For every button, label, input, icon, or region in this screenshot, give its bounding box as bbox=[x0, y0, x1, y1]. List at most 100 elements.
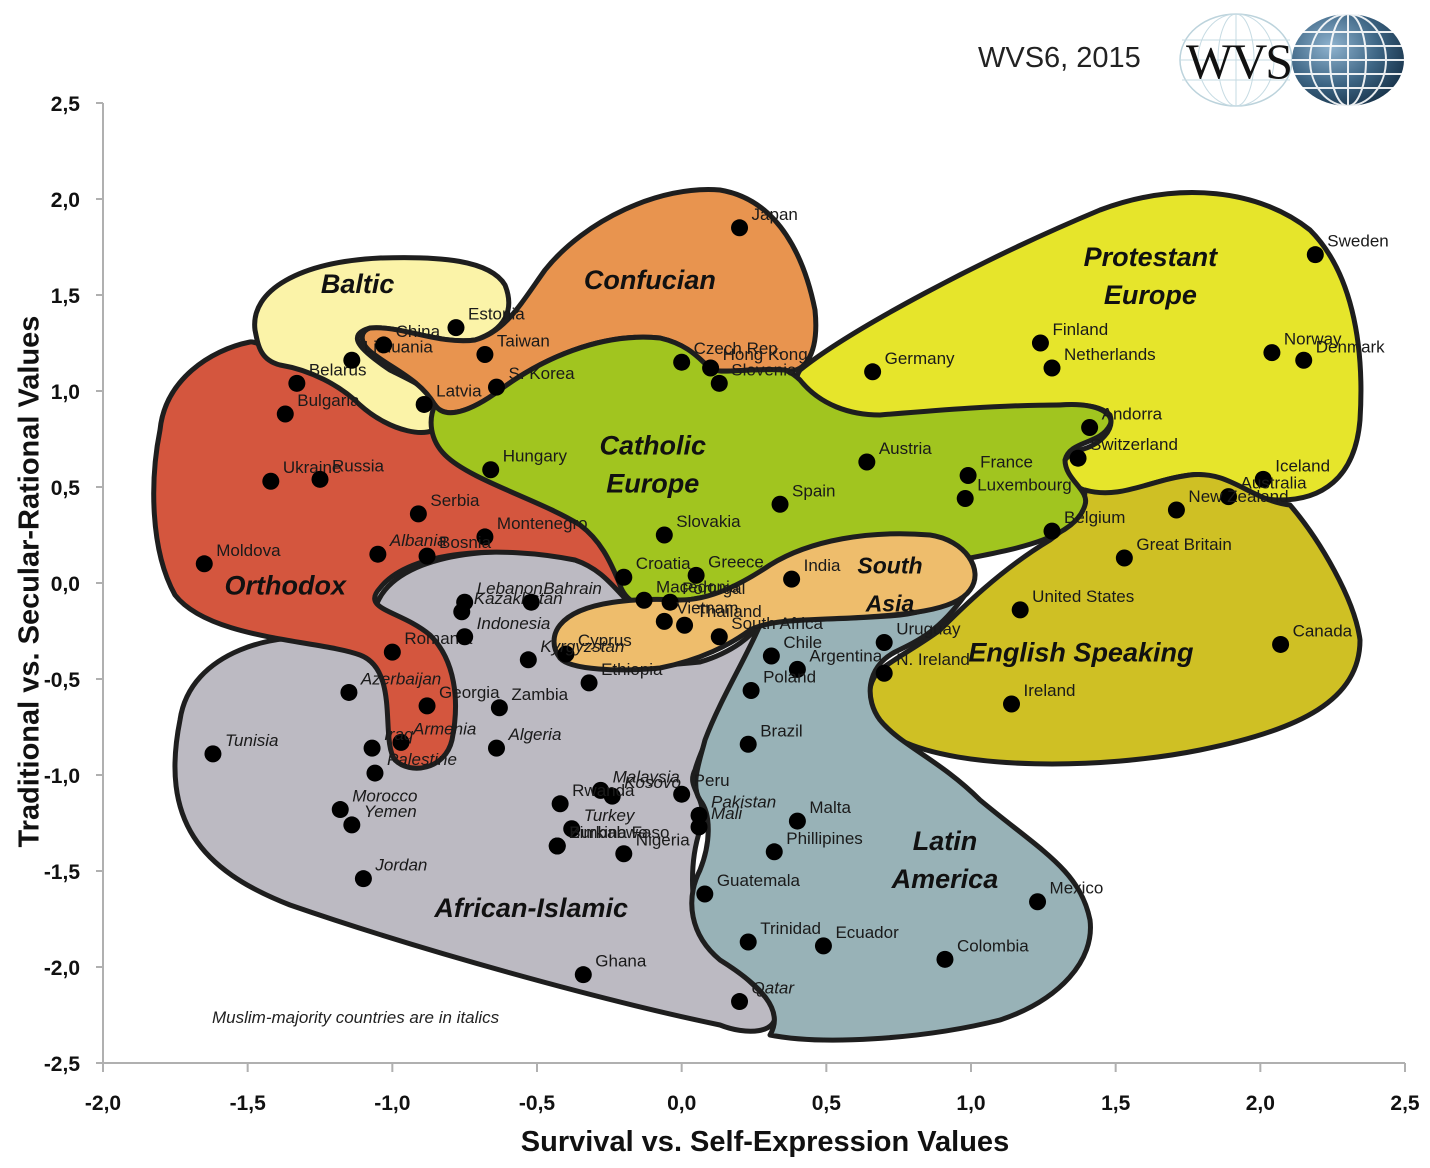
country-label: Spain bbox=[792, 481, 835, 500]
country-label: Jordan bbox=[374, 856, 427, 875]
data-points: BelarusBulgariaUkraineRussiaSerbiaMonten… bbox=[195, 205, 1389, 1011]
data-point bbox=[710, 628, 728, 646]
data-point bbox=[262, 472, 280, 490]
data-point bbox=[956, 490, 974, 508]
data-point bbox=[731, 219, 749, 237]
data-point bbox=[476, 346, 494, 364]
region-label: Baltic bbox=[321, 269, 395, 299]
x-tick-label: 2,5 bbox=[1390, 1092, 1420, 1115]
globe-icon bbox=[1179, 13, 1404, 107]
country-label: Slovenia bbox=[731, 360, 797, 379]
country-label: Australia bbox=[1241, 474, 1308, 493]
data-point bbox=[788, 812, 806, 830]
country-label: Tunisia bbox=[225, 731, 279, 750]
country-label: Iceland bbox=[1275, 456, 1330, 475]
country-label: Morocco bbox=[352, 787, 417, 806]
country-label: Mexico bbox=[1050, 879, 1104, 898]
data-point bbox=[343, 816, 361, 834]
country-label: Malta bbox=[809, 798, 851, 817]
country-label: Malaysia bbox=[613, 767, 680, 786]
data-point bbox=[392, 733, 410, 751]
country-label: France bbox=[980, 452, 1033, 471]
data-point bbox=[363, 739, 381, 757]
data-point bbox=[1011, 601, 1029, 619]
country-label: Latvia bbox=[436, 381, 482, 400]
country-label: Canada bbox=[1293, 621, 1353, 640]
data-point bbox=[875, 634, 893, 652]
country-label: Montenegro bbox=[497, 514, 588, 533]
country-label: Poland bbox=[763, 668, 816, 687]
country-label: Guatemala bbox=[717, 871, 801, 890]
country-label: Romania bbox=[404, 629, 473, 648]
y-axis-title: Traditional vs. Secular-Rational Values bbox=[13, 315, 46, 848]
x-tick-label: 0,5 bbox=[812, 1092, 842, 1115]
region-latin-america bbox=[689, 592, 1093, 1043]
country-label: Japan bbox=[752, 205, 798, 224]
y-tick-label: 2,0 bbox=[51, 189, 80, 212]
country-label: Rwanda bbox=[572, 781, 635, 800]
country-label: Ireland bbox=[1024, 681, 1076, 700]
country-label: Phillipines bbox=[786, 829, 863, 848]
country-label: Andorra bbox=[1102, 404, 1163, 423]
data-point bbox=[731, 993, 749, 1011]
data-point bbox=[739, 933, 757, 951]
data-point bbox=[765, 843, 783, 861]
data-point bbox=[673, 353, 691, 371]
country-label: Greece bbox=[708, 552, 764, 571]
data-point bbox=[702, 359, 720, 377]
chart-subtitle: WVS6, 2015 bbox=[978, 42, 1141, 74]
country-label: India bbox=[804, 556, 841, 575]
data-point bbox=[673, 785, 691, 803]
country-label: Burkina Faso bbox=[569, 823, 669, 842]
data-point bbox=[1115, 549, 1133, 567]
data-point bbox=[936, 950, 954, 968]
x-tick-label: 1,0 bbox=[956, 1092, 985, 1115]
country-label: China bbox=[396, 322, 441, 341]
country-label: Peru bbox=[694, 771, 730, 790]
country-label: New Zealand bbox=[1188, 487, 1288, 506]
y-tick-label: -2,0 bbox=[44, 957, 80, 980]
data-point bbox=[864, 363, 882, 381]
data-point bbox=[453, 603, 471, 621]
country-label: Ghana bbox=[595, 952, 647, 971]
country-label: N. Ireland bbox=[896, 650, 970, 669]
data-point bbox=[814, 937, 832, 955]
country-label: Nigeria bbox=[636, 831, 690, 850]
data-point bbox=[1029, 893, 1047, 911]
data-point bbox=[635, 591, 653, 609]
country-label: Macedonia bbox=[656, 577, 740, 596]
country-label: Serbia bbox=[430, 491, 480, 510]
y-tick-label: 1,0 bbox=[51, 381, 80, 404]
country-label: Finland bbox=[1052, 320, 1108, 339]
country-label: Ukraine bbox=[283, 458, 342, 477]
data-point bbox=[580, 674, 598, 692]
region-south-asia bbox=[551, 531, 978, 673]
data-point bbox=[490, 699, 508, 717]
data-point bbox=[195, 555, 213, 573]
region-label: Confucian bbox=[584, 265, 716, 295]
y-tick-label: 1,5 bbox=[51, 285, 81, 308]
data-point bbox=[1254, 470, 1272, 488]
data-point bbox=[771, 495, 789, 513]
data-point bbox=[375, 336, 393, 354]
country-label: Ecuador bbox=[835, 923, 899, 942]
data-point bbox=[603, 787, 621, 805]
data-point bbox=[959, 466, 977, 484]
x-tick-label: -0,5 bbox=[519, 1092, 556, 1115]
cultural-regions bbox=[151, 187, 1364, 1043]
country-label: Chile bbox=[783, 633, 822, 652]
country-label: Austria bbox=[879, 439, 932, 458]
country-label: Estonia bbox=[468, 305, 525, 324]
country-label: Germany bbox=[885, 349, 955, 368]
data-point bbox=[522, 593, 540, 611]
data-point bbox=[788, 660, 806, 678]
y-tick-label: 0,5 bbox=[51, 477, 81, 500]
data-point bbox=[343, 351, 361, 369]
data-point bbox=[366, 764, 384, 782]
data-point bbox=[383, 643, 401, 661]
country-label: Yemen bbox=[364, 802, 417, 821]
data-point bbox=[482, 461, 500, 479]
country-label: Kyrgyzstan bbox=[540, 637, 624, 656]
country-label: Indonesia bbox=[477, 614, 551, 633]
